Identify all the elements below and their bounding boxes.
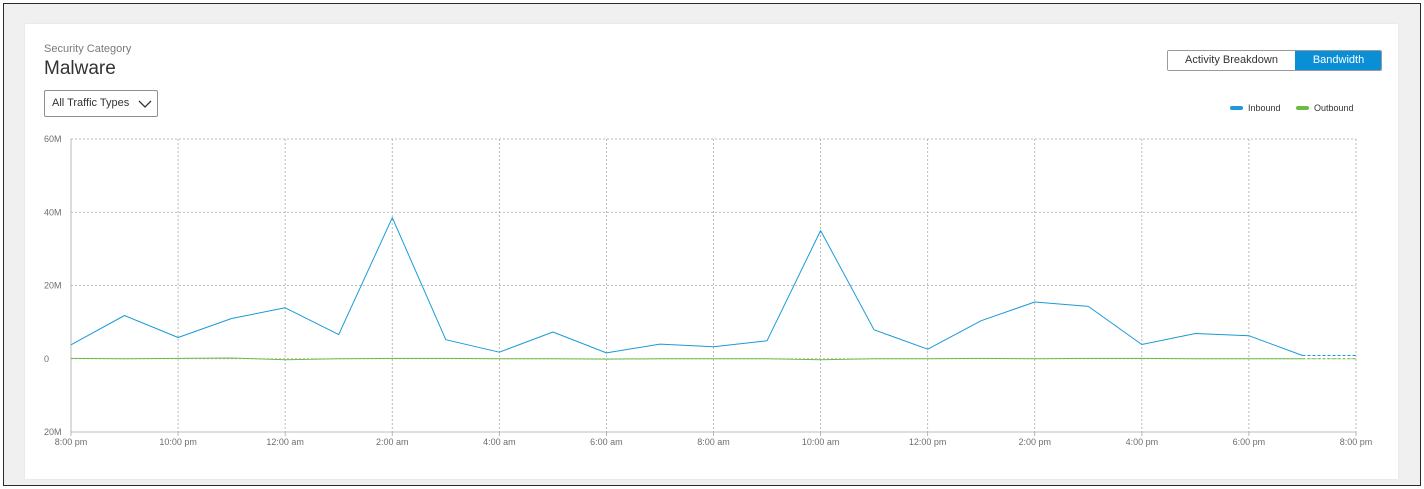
bandwidth-button[interactable]: Bandwidth (1295, 51, 1381, 70)
y-tick-label: 60M (44, 134, 62, 144)
x-tick-label: 4:00 pm (1126, 437, 1159, 447)
page-title: Malware (44, 58, 116, 79)
chart-card (25, 24, 1398, 479)
x-tick-label: 12:00 pm (909, 437, 947, 447)
y-tick-label: 20M (44, 281, 62, 291)
y-tick-label: 40M (44, 207, 62, 217)
legend-label-inbound: Inbound (1248, 103, 1281, 113)
traffic-type-value: All Traffic Types (52, 97, 130, 109)
traffic-type-dropdown[interactable]: All Traffic Types (44, 90, 158, 117)
legend-item-outbound: Outbound (1296, 103, 1354, 113)
security-category-label: Security Category (44, 43, 132, 55)
x-tick-label: 2:00 pm (1018, 437, 1051, 447)
legend-item-inbound: Inbound (1230, 103, 1281, 113)
x-tick-label: 10:00 pm (159, 437, 197, 447)
view-toggle: Activity Breakdown Bandwidth (1167, 50, 1382, 71)
y-tick-label: 0 (44, 354, 49, 364)
outbound-series-line (70, 357, 1303, 361)
x-tick-label: 6:00 am (590, 437, 623, 447)
outbound-swatch (1296, 106, 1309, 110)
x-tick-label: 4:00 am (483, 437, 516, 447)
x-tick-label: 8:00 pm (1340, 437, 1373, 447)
inbound-swatch (1230, 106, 1243, 110)
x-tick-label: 8:00 am (697, 437, 730, 447)
x-tick-label: 12:00 am (266, 437, 304, 447)
activity-breakdown-button[interactable]: Activity Breakdown (1168, 51, 1295, 70)
x-tick-label: 8:00 pm (55, 437, 88, 447)
inbound-series-line (70, 217, 1303, 356)
x-tick-label: 10:00 am (802, 437, 840, 447)
legend-label-outbound: Outbound (1314, 103, 1354, 113)
x-tick-label: 6:00 pm (1233, 437, 1266, 447)
x-tick-label: 2:00 am (376, 437, 409, 447)
chevron-down-icon (138, 97, 152, 114)
y-tick-label: 20M (44, 427, 62, 437)
